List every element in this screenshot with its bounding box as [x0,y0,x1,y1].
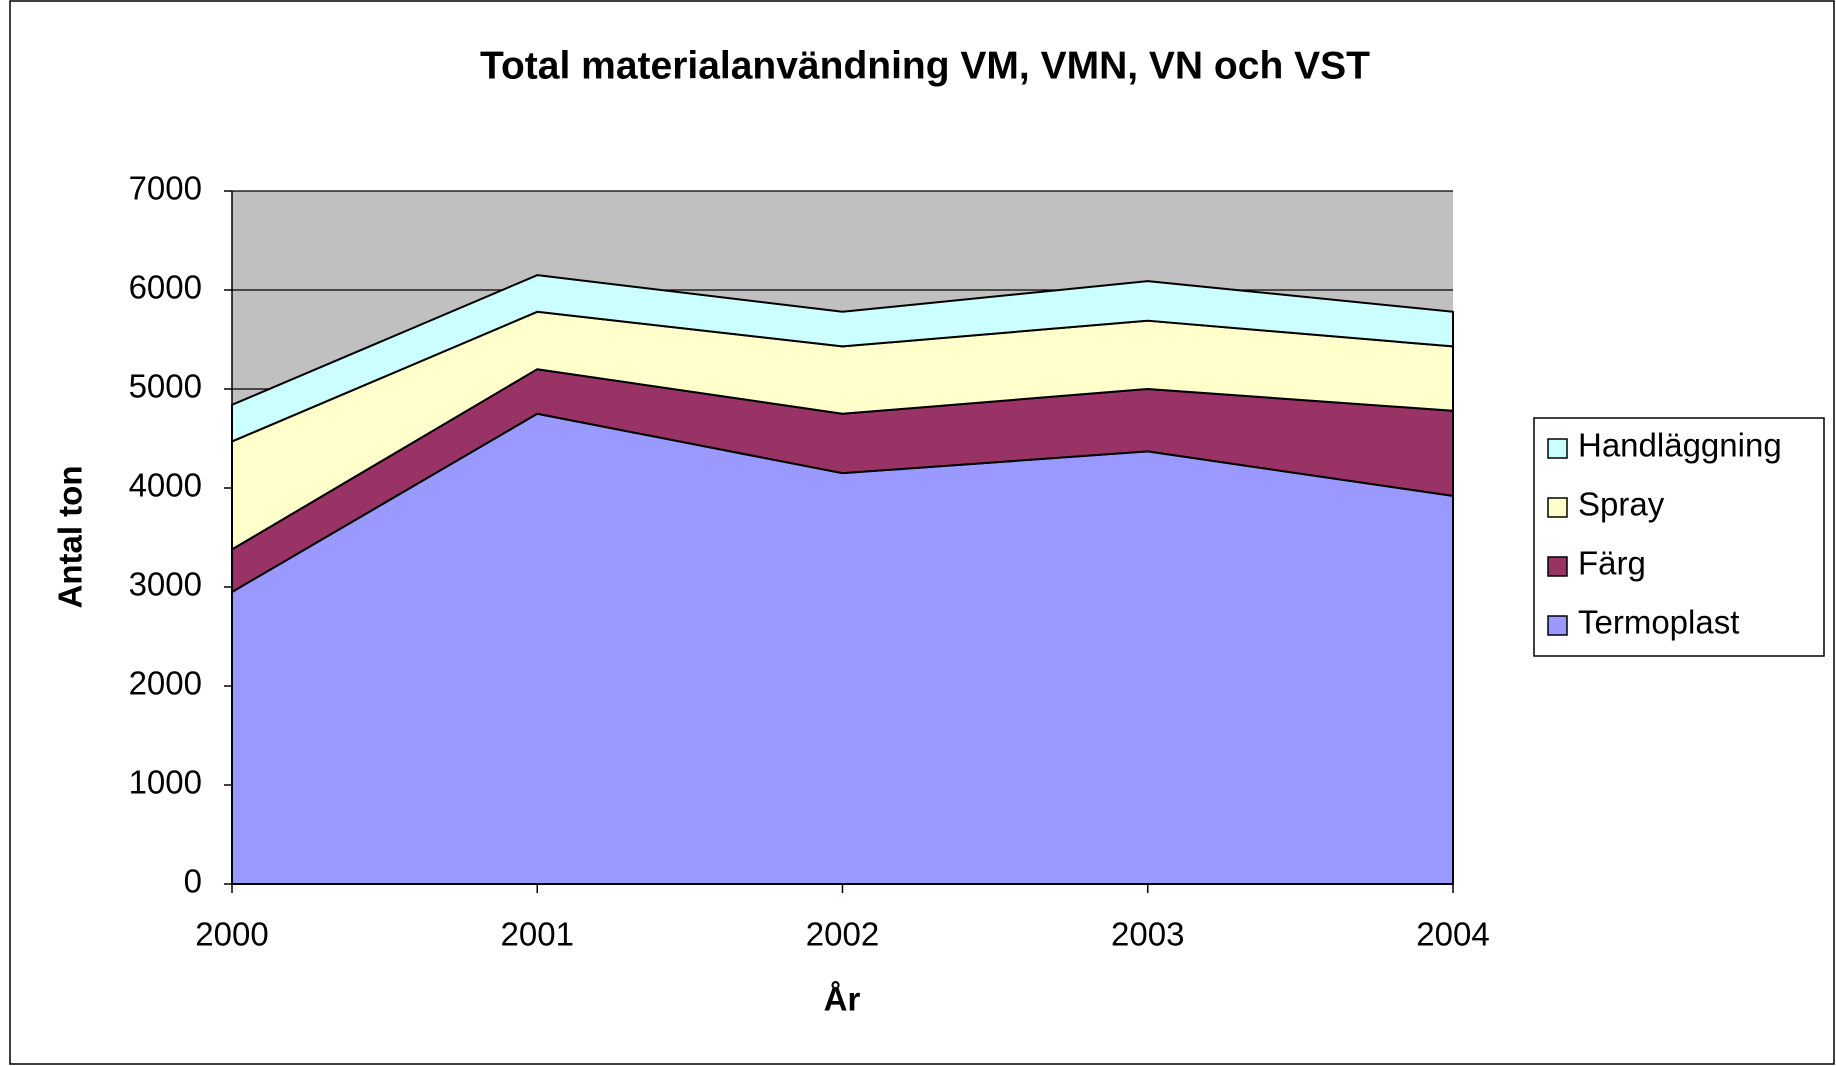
legend-label: Termoplast [1578,604,1739,641]
chart-title: Total materialanvändning VM, VMN, VN och… [480,44,1370,87]
y-tick-label: 0 [184,863,202,900]
legend-swatch [1547,556,1568,577]
y-tick-label: 4000 [129,467,202,504]
x-tick-label: 2001 [501,916,574,953]
y-tick-label: 1000 [129,764,202,801]
y-tick-label: 2000 [129,665,202,702]
legend-label: Handläggning [1578,427,1782,464]
x-tick-label: 2000 [195,916,268,953]
y-tick-label: 3000 [129,566,202,603]
legend-swatch [1547,497,1568,518]
x-tick-label: 2004 [1416,916,1489,953]
legend-box [1533,417,1825,657]
x-tick-label: 2003 [1111,916,1184,953]
x-axis-label: År [824,981,861,1018]
legend-swatch [1547,438,1568,459]
y-tick-label: 6000 [129,269,202,306]
y-tick-label: 7000 [129,170,202,207]
y-axis-label: Antal ton [52,466,89,609]
area [231,274,1454,443]
x-tick-label: 2002 [806,916,879,953]
legend-label: Spray [1578,486,1665,523]
y-tick-label: 5000 [129,368,202,405]
legend-label: Färg [1578,545,1646,582]
legend-swatch [1547,615,1568,636]
